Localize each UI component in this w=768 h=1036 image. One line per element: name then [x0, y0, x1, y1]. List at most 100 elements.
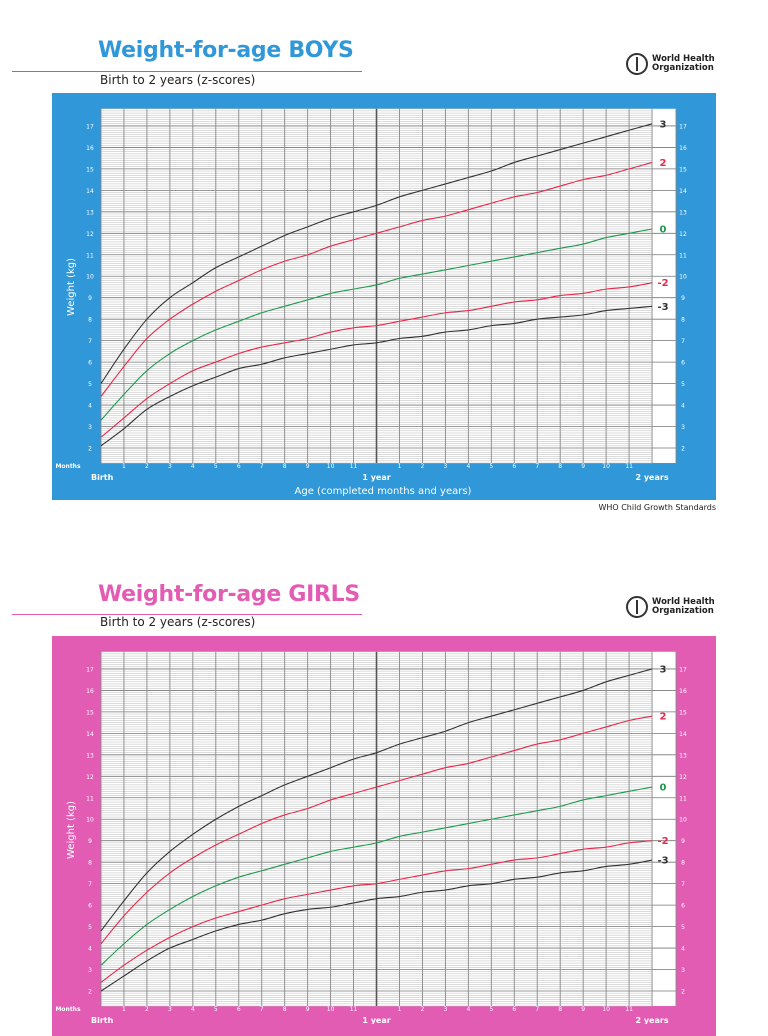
girls-x-tick: 9	[581, 1006, 585, 1013]
girls-y-tick-left: 6	[88, 903, 92, 910]
girls-y-tick-left: 7	[88, 881, 92, 888]
boys-x-major-label: 2 years	[635, 473, 668, 482]
girls-x-major-label: 2 years	[635, 1016, 668, 1024]
boys-chart-subtitle: Birth to 2 years (z-scores)	[100, 73, 256, 87]
boys-y-tick-right: 3	[681, 424, 685, 431]
logo-line2: Organization	[652, 63, 714, 73]
boys-x-tick: 2	[145, 463, 149, 470]
girls-y-tick-left: 15	[86, 709, 94, 716]
girls-curve-label: -2	[657, 836, 668, 847]
girls-x-tick: 2	[421, 1006, 425, 1013]
girls-curve-label: 0	[660, 783, 667, 794]
girls-x-major-label: 1 year	[362, 1016, 390, 1024]
boys-x-tick: 7	[260, 463, 264, 470]
girls-x-tick: 4	[466, 1006, 470, 1013]
girls-x-tick: 11	[350, 1006, 358, 1013]
boys-x-tick: 6	[512, 463, 516, 470]
girls-curve-label: 2	[660, 712, 667, 723]
girls-y-tick-right: 12	[679, 774, 687, 781]
girls-y-tick-right: 5	[681, 924, 685, 931]
girls-y-tick-right: 9	[681, 838, 685, 845]
boys-chart-title: Weight-for-age BOYS	[98, 38, 354, 63]
girls-chart-subtitle: Birth to 2 years (z-scores)	[100, 615, 256, 629]
boys-y-tick-right: 16	[679, 145, 687, 152]
boys-y-tick-left: 9	[88, 295, 92, 302]
who-emblem-icon	[626, 53, 648, 75]
boys-y-tick-right: 11	[679, 252, 687, 259]
boys-x-unit-label: Months	[55, 463, 81, 470]
girls-x-tick: 2	[145, 1006, 149, 1013]
boys-curve-label: -3	[657, 302, 668, 313]
boys-x-axis-label: Age (completed months and years)	[295, 486, 472, 497]
girls-plot-area	[101, 651, 676, 1007]
boys-x-tick: 8	[283, 463, 287, 470]
boys-y-tick-right: 10	[679, 274, 687, 281]
girls-y-tick-left: 17	[86, 666, 94, 673]
girls-y-tick-right: 4	[681, 946, 685, 953]
boys-x-tick: 8	[558, 463, 562, 470]
boys-y-tick-left: 10	[86, 274, 94, 281]
boys-x-tick: 9	[306, 463, 310, 470]
boys-y-tick-right: 13	[679, 209, 687, 216]
boys-x-tick: 1	[398, 463, 402, 470]
boys-x-tick: 10	[327, 463, 335, 470]
girls-curve-z0	[100, 786, 653, 966]
girls-x-tick: 3	[168, 1006, 172, 1013]
boys-y-tick-left: 15	[86, 166, 94, 173]
who-logo: World Health Organization	[626, 594, 718, 620]
boys-y-tick-left: 6	[88, 360, 92, 367]
girls-x-tick: 6	[512, 1006, 516, 1013]
girls-x-unit-label: Months	[55, 1006, 81, 1013]
girls-x-tick: 8	[558, 1006, 562, 1013]
boys-curve-label: 0	[660, 225, 667, 236]
who-emblem-icon	[626, 596, 648, 618]
boys-y-tick-left: 4	[88, 403, 92, 410]
boys-curve-label: 3	[660, 119, 667, 130]
boys-y-tick-left: 14	[86, 188, 94, 195]
girls-x-tick: 11	[625, 1006, 633, 1013]
logo-line1: World Health	[652, 54, 715, 64]
boys-y-tick-left: 7	[88, 338, 92, 345]
girls-y-tick-right: 11	[679, 795, 687, 802]
boys-y-tick-left: 2	[88, 446, 92, 453]
boys-y-tick-right: 14	[679, 188, 687, 195]
boys-y-tick-right: 8	[681, 317, 685, 324]
girls-curve-z-2	[100, 840, 653, 983]
girls-y-tick-right: 8	[681, 860, 685, 867]
girls-curve-z3	[100, 668, 653, 932]
boys-y-tick-right: 4	[681, 403, 685, 410]
girls-x-major-label: Birth	[91, 1016, 114, 1024]
girls-x-tick: 6	[237, 1006, 241, 1013]
boys-y-tick-left: 3	[88, 424, 92, 431]
girls-x-tick: 5	[214, 1006, 218, 1013]
girls-y-tick-right: 14	[679, 731, 687, 738]
boys-x-tick: 11	[625, 463, 633, 470]
boys-x-tick: 4	[191, 463, 195, 470]
boys-x-major-label: 1 year	[362, 473, 390, 482]
girls-curve-label: 3	[660, 664, 667, 675]
boys-x-tick: 1	[122, 463, 126, 470]
boys-curve-label: 2	[660, 158, 667, 169]
girls-y-tick-left: 10	[86, 817, 94, 824]
girls-x-tick: 4	[191, 1006, 195, 1013]
girls-y-tick-left: 9	[88, 838, 92, 845]
boys-y-tick-left: 13	[86, 209, 94, 216]
girls-y-tick-right: 10	[679, 817, 687, 824]
girls-y-tick-left: 2	[88, 989, 92, 996]
girls-x-tick: 10	[602, 1006, 610, 1013]
boys-x-major-label: Birth	[91, 473, 114, 482]
boys-y-tick-right: 2	[681, 446, 685, 453]
boys-curve-z3	[100, 123, 653, 384]
girls-x-tick: 9	[306, 1006, 310, 1013]
boys-y-tick-right: 6	[681, 360, 685, 367]
girls-y-axis-label: Weight (kg)	[66, 801, 77, 859]
girls-y-tick-right: 6	[681, 903, 685, 910]
boys-x-tick: 3	[168, 463, 172, 470]
boys-y-axis-label: Weight (kg)	[66, 258, 77, 316]
boys-curve-z-2	[100, 282, 653, 438]
boys-curve-z-3	[100, 305, 653, 447]
boys-y-tick-left: 5	[88, 381, 92, 388]
girls-x-tick: 7	[260, 1006, 264, 1013]
boys-x-tick: 11	[350, 463, 358, 470]
